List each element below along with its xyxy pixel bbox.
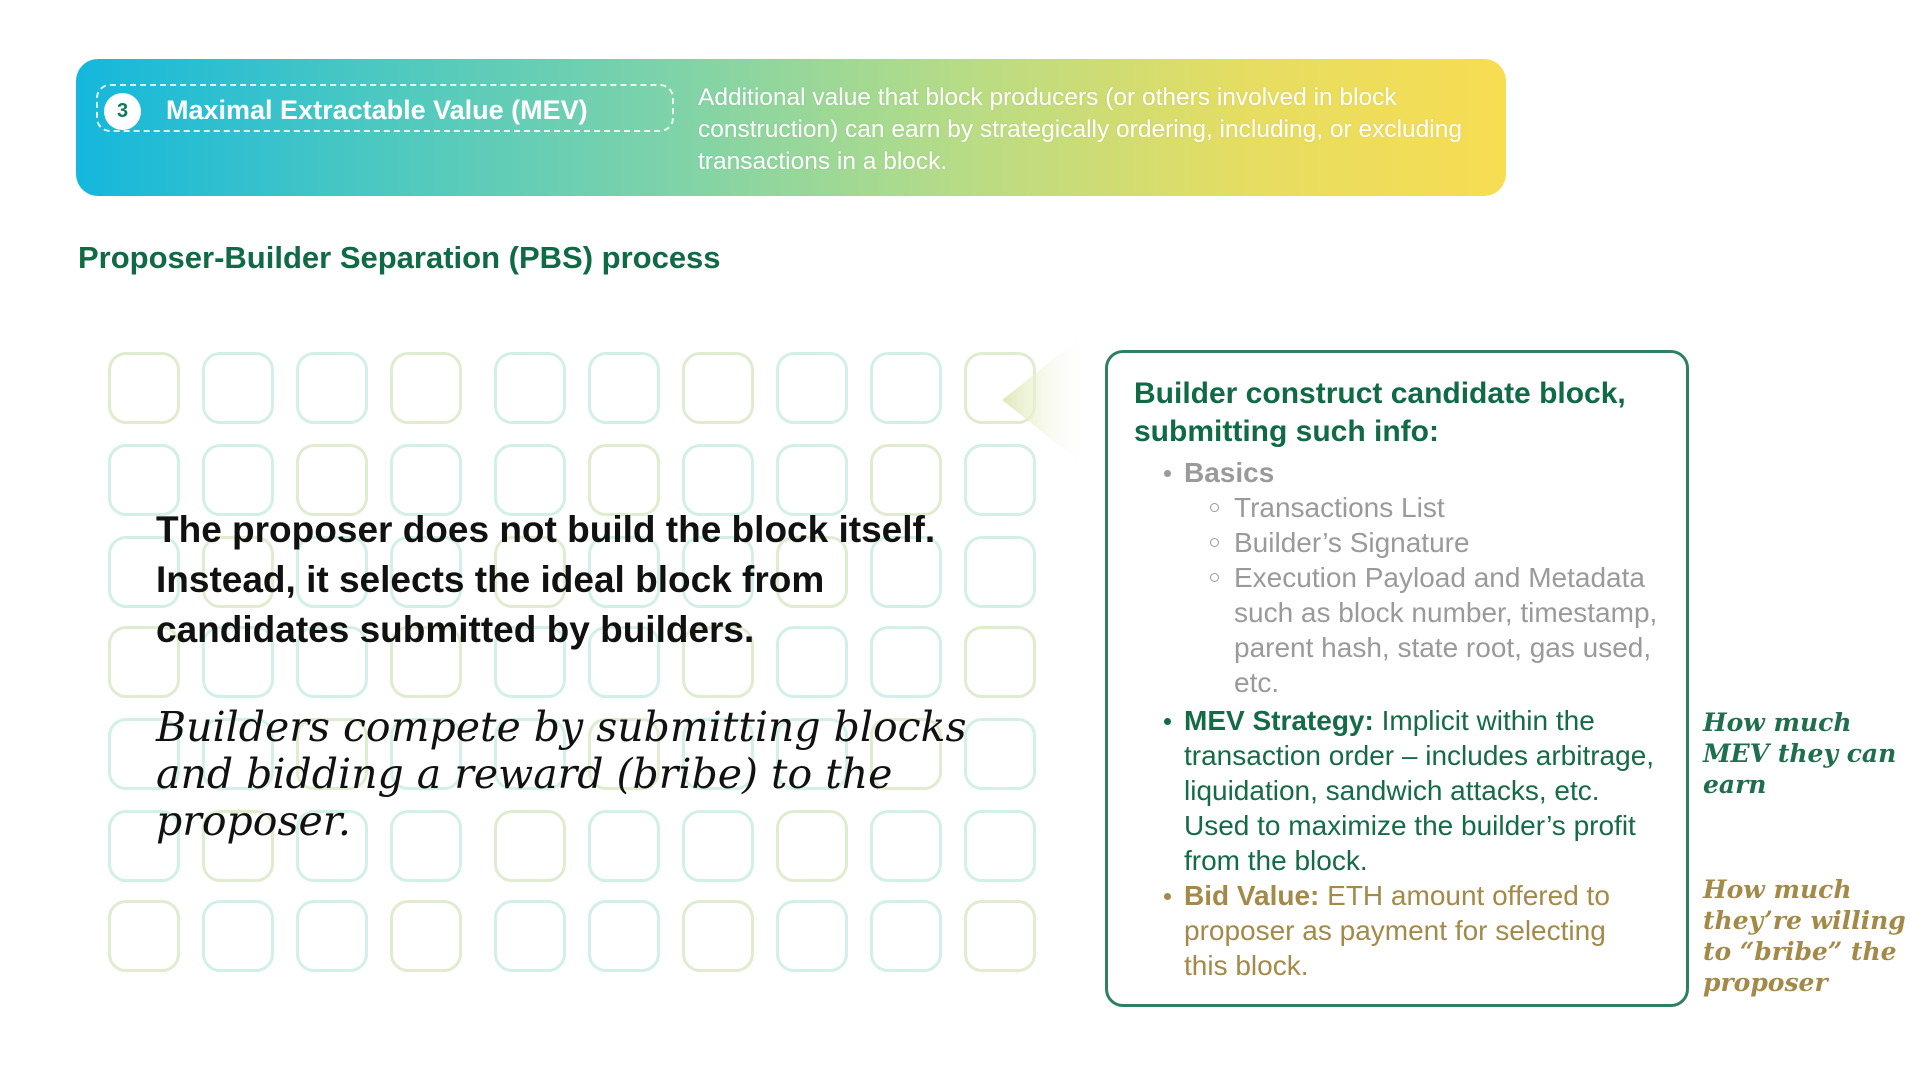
topic-description: Additional value that block producers (o… [698,84,1462,175]
grid-cell [776,900,848,972]
grid-cell [494,352,566,424]
basics-label: Basics [1184,457,1275,488]
mev-strategy-text: Implicit within the transaction order – … [1184,705,1655,876]
builder-info-box [1105,350,1689,1007]
grid-cell [682,352,754,424]
grid-cell [296,352,368,424]
main-statement: The proposer does not build the block it… [156,509,936,650]
mev-strategy-label: MEV Strategy: [1184,705,1374,736]
mev-side-note: How much MEV they can earn [1703,708,1897,799]
sub-bullet-ring [1210,538,1219,547]
header-banner [76,59,1506,196]
grid-cell [588,352,660,424]
sub-bullet-ring [1210,503,1219,512]
grid-cell [390,900,462,972]
mev-strategy-item: MEV Strategy: Implicit within the transa… [1184,703,1664,878]
topic-title: Maximal Extractable Value (MEV) [166,95,588,125]
bid-value-label: Bid Value: [1184,880,1320,911]
info-box-heading: Builder construct candidate block, submi… [1134,377,1626,448]
grid-cell [870,352,942,424]
bullet-dot [1164,470,1171,477]
basics-item-payload: Execution Payload and Metadata such as b… [1234,562,1658,698]
grid-cell [494,900,566,972]
grid-cell [870,900,942,972]
grid-cell [202,352,274,424]
bid-value-text: ETH amount offered to proposer as paymen… [1184,880,1610,981]
grid-cell [964,900,1036,972]
bid-value-item: Bid Value: ETH amount offered to propose… [1184,878,1654,983]
grid-cell [588,900,660,972]
section-title: Proposer-Builder Separation (PBS) proces… [78,240,721,275]
bullet-dot [1164,893,1171,900]
grid-cell [108,900,180,972]
grid-cell [202,900,274,972]
pointer-triangle [1002,330,1090,470]
grid-cell [108,352,180,424]
sub-statement: Builders compete by submitting blocks an… [156,703,967,845]
bid-side-note: How much they’re willing to “bribe” the … [1703,875,1906,997]
basics-item-transactions: Transactions List [1234,492,1445,523]
grid-cell [296,900,368,972]
basics-item-signature: Builder’s Signature [1234,527,1470,558]
step-number-badge: 3 [104,93,141,130]
grid-cell [776,352,848,424]
grid-cell [682,900,754,972]
bullet-dot [1164,718,1171,725]
sub-bullet-ring [1210,573,1219,582]
grid-cell [390,352,462,424]
topic-pill [96,84,674,132]
